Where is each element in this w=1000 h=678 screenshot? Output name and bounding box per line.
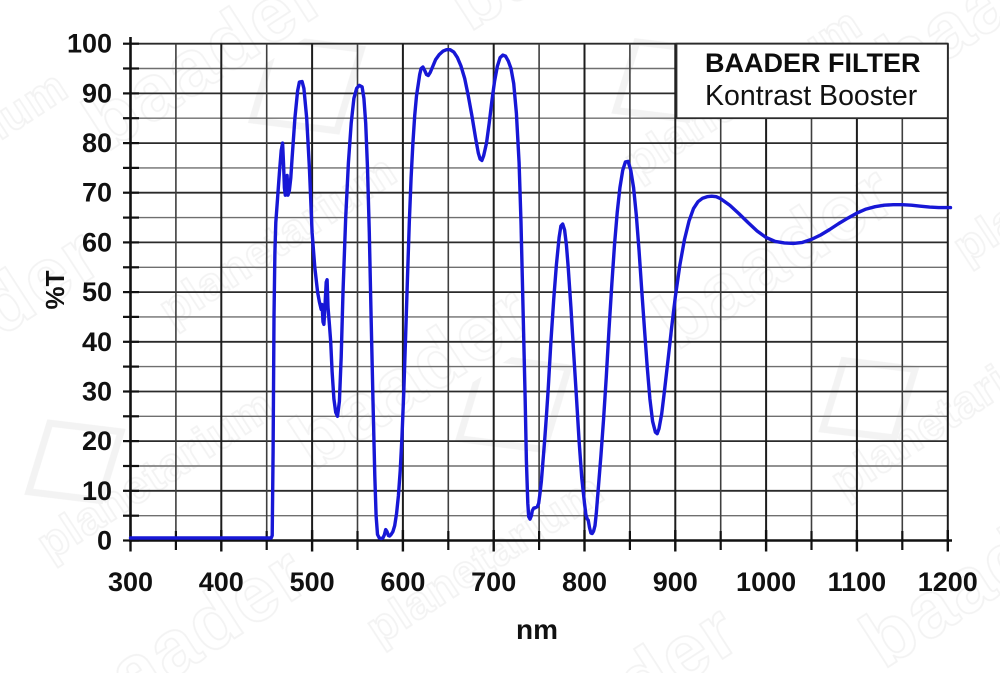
svg-text:Kontrast Booster: Kontrast Booster <box>705 80 918 112</box>
svg-text:90: 90 <box>82 78 112 108</box>
svg-text:600: 600 <box>380 567 425 597</box>
svg-text:nm: nm <box>516 614 558 645</box>
svg-text:20: 20 <box>82 426 112 456</box>
svg-text:0: 0 <box>97 526 112 556</box>
svg-text:30: 30 <box>82 377 112 407</box>
svg-text:%T: %T <box>40 270 70 309</box>
svg-text:80: 80 <box>82 128 112 158</box>
svg-text:10: 10 <box>82 476 112 506</box>
svg-text:800: 800 <box>562 567 607 597</box>
svg-text:1100: 1100 <box>828 567 887 597</box>
svg-text:100: 100 <box>67 29 112 59</box>
svg-text:400: 400 <box>199 567 244 597</box>
svg-text:300: 300 <box>108 567 153 597</box>
svg-text:1200: 1200 <box>918 567 978 597</box>
svg-text:500: 500 <box>290 567 335 597</box>
svg-text:900: 900 <box>653 567 698 597</box>
svg-text:50: 50 <box>82 277 112 307</box>
svg-text:BAADER FILTER: BAADER FILTER <box>705 48 921 78</box>
svg-text:60: 60 <box>82 227 112 257</box>
svg-text:70: 70 <box>82 178 112 208</box>
svg-text:700: 700 <box>471 567 516 597</box>
svg-text:40: 40 <box>82 327 112 357</box>
svg-text:1000: 1000 <box>736 567 796 597</box>
